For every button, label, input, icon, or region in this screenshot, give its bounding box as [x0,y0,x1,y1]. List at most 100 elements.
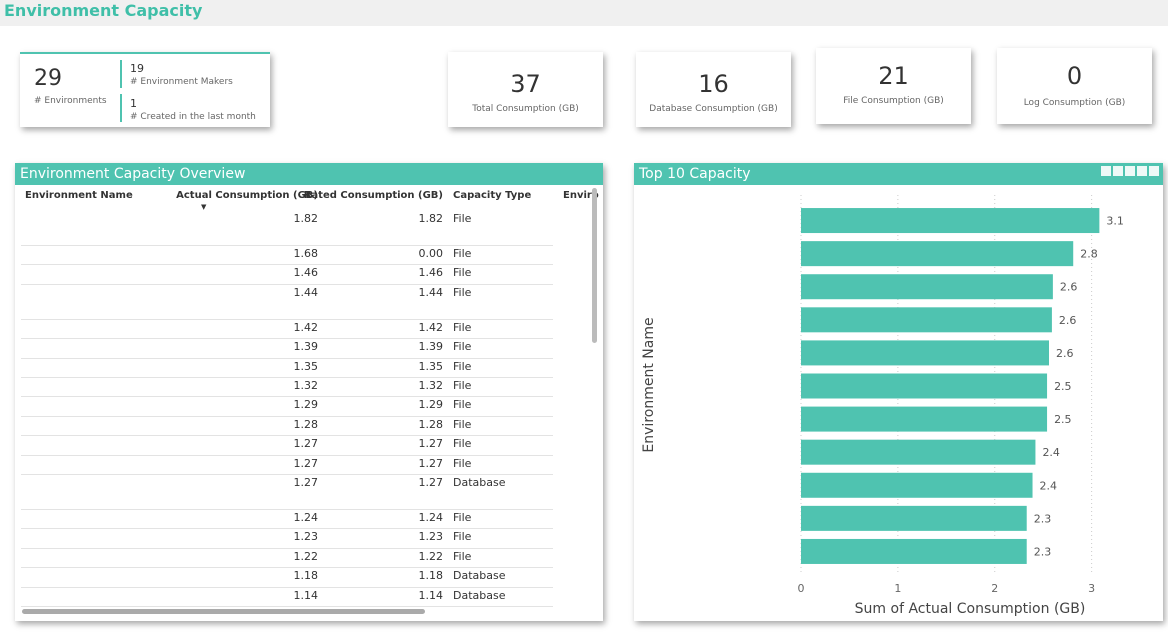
row-divider [21,606,553,607]
kpi-card: 0 Log Consumption (GB) [997,48,1152,124]
divider [120,60,122,88]
table-cell: 1.39 [418,340,444,354]
table-cell: File [453,437,472,451]
kpi-value: 19 [130,62,144,75]
sort-arrow: ▼ [201,203,207,211]
kpi-card: 29 # Environments 19 # Environment Maker… [20,52,270,127]
kpi-label: Total Consumption (GB) [472,104,579,114]
table-cell: File [453,340,472,354]
row-divider [21,586,553,588]
kpi-value: 1 [130,97,137,110]
table-cell: 1.27 [293,456,319,470]
page-title: Environment Capacity [0,0,1168,26]
kpi-card: 37 Total Consumption (GB) [448,52,603,127]
toolbar[interactable] [1101,166,1159,176]
table-cell: 1.35 [418,359,444,373]
row-divider [21,396,553,398]
table-cell: 1.22 [293,549,319,563]
row-divider [21,283,553,285]
row-divider [21,509,553,510]
h-scrollbar[interactable] [22,609,425,614]
row-divider [21,474,553,475]
table-cell: 1.32 [418,379,444,392]
row-divider [21,415,553,417]
table-cell: 1.46 [418,266,444,280]
table-cell: 1.18 [293,569,319,583]
kpi-value: 37 [510,70,541,98]
kpi-value: 21 [878,62,909,90]
v-scrollbar[interactable] [592,188,597,343]
divider [120,94,122,122]
kpi-label: Log Consumption (GB) [1023,98,1126,108]
table-cell: 1.27 [293,437,319,451]
table-cell: 1.23 [293,530,319,544]
panel-title: Top 10 Capacity [634,163,1163,185]
table-cell: 1.23 [418,530,444,544]
table-cell: File [453,549,472,563]
kpi-value: 0 [1066,62,1083,90]
table-cell: 1.44 [293,285,319,299]
table-cell: File [453,266,472,280]
table-cell: File [453,212,472,225]
kpi-value: 16 [698,70,729,98]
kpi-value: 29 [34,66,62,91]
table: Environment Name Actual Consumption (GB) R… [15,185,603,621]
row-divider [21,245,553,246]
column-header: Capacity Type [453,190,532,201]
table-cell: 1.32 [293,379,319,392]
table-cell: 1.68 [293,247,319,260]
kpi-label: # Environments [34,96,107,106]
kpi-label: File Consumption (GB) [843,96,944,106]
row-divider [21,318,553,320]
kpi-label: # Created in the last month [130,112,256,122]
row-divider [21,435,553,437]
table-cell: 1.18 [418,569,444,583]
table-cell: 1.29 [418,398,444,412]
table-cell: 1.35 [293,359,319,373]
table-cell: 1.27 [418,437,444,451]
row-divider [21,528,553,530]
table-cell: File [453,417,472,431]
column-header: Enviro [563,190,599,201]
table-cell: Database [453,476,506,489]
table-cell: 1.42 [293,320,319,334]
table-cell: 1.14 [293,588,319,602]
kpi-label: # Environment Makers [130,77,233,87]
table-cell: File [453,511,472,524]
table-cell: File [453,359,472,373]
table-cell: 1.24 [418,511,444,524]
row-divider [21,338,553,340]
table-cell: 1.24 [293,511,319,524]
table-cell: 1.27 [293,476,319,489]
table-panel: Environment Capacity Overview Environmen… [15,163,603,621]
kpi-card: 16 Database Consumption (GB) [636,52,791,127]
table-cell: Database [453,569,506,583]
table-cell: 1.39 [293,340,319,354]
table-cell: 1.42 [418,320,444,334]
table-cell: 1.22 [418,549,444,563]
table-cell: 1.46 [293,266,319,280]
table-cell: 1.14 [418,588,444,602]
table-cell: File [453,379,472,392]
table-cell: 0.00 [418,247,444,260]
kpi-card: 21 File Consumption (GB) [816,48,971,124]
column-header: Environment Name [25,190,133,201]
table-cell: Database [453,588,506,602]
row-divider [21,454,553,456]
table-cell: 1.82 [293,212,319,225]
table-cell: 1.44 [418,285,444,299]
column-header: Rated Consumption (GB) [303,190,443,201]
table-cell: 1.27 [418,456,444,470]
table-cell: File [453,398,472,412]
table-cell: 1.82 [418,212,444,225]
table-cell: 1.27 [418,476,444,489]
row-divider [21,567,553,569]
panel-title: Environment Capacity Overview [15,163,603,185]
row-divider [21,547,553,549]
table-cell: File [453,456,472,470]
table-cell: 1.29 [293,398,319,412]
column-header: Actual Consumption (GB) [176,190,318,201]
row-divider [21,357,553,359]
row-divider [21,377,553,378]
table-cell: 1.28 [418,417,444,431]
